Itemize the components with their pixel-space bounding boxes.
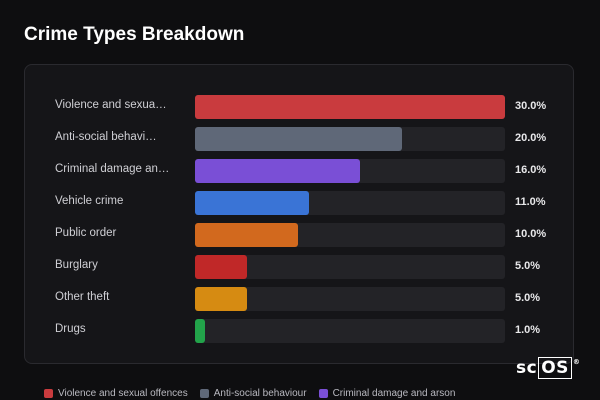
- bar-track: [195, 223, 505, 247]
- bar-label: Burglary: [55, 259, 98, 271]
- logo-prefix: sc: [516, 358, 538, 378]
- bar-track: [195, 127, 505, 151]
- bar-row: Vehicle crime 11.0%: [25, 191, 573, 215]
- bar-row: Criminal damage an… 16.0%: [25, 159, 573, 183]
- bar-value-label: 30.0%: [515, 100, 547, 112]
- bar-value-label: 20.0%: [515, 132, 547, 144]
- bar: [195, 95, 505, 119]
- bar-row: Burglary 5.0%: [25, 255, 573, 279]
- legend-label: Anti-social behaviour: [213, 387, 307, 399]
- bar-value-label: 10.0%: [515, 228, 547, 240]
- legend-label: Criminal damage and arson: [332, 387, 456, 399]
- bar-row: Anti-social behavi… 20.0%: [25, 127, 573, 151]
- bar-label: Drugs: [55, 323, 86, 335]
- brand-logo: sc OS ®: [516, 357, 581, 379]
- bar-value-label: 5.0%: [515, 292, 541, 304]
- bar-row: Public order 10.0%: [25, 223, 573, 247]
- legend-item[interactable]: Violence and sexual offences: [44, 386, 188, 400]
- page-title: Crime Types Breakdown: [24, 24, 245, 45]
- bar-value-label: 16.0%: [515, 164, 547, 176]
- bar: [195, 191, 309, 215]
- bar-row: Drugs 1.0%: [25, 319, 573, 343]
- bar-label: Vehicle crime: [55, 195, 124, 207]
- bar-track: [195, 95, 505, 119]
- chart-legend: Violence and sexual offences Anti-social …: [44, 386, 455, 400]
- legend-swatch: [44, 388, 53, 398]
- bar-value-label: 5.0%: [515, 260, 541, 272]
- bar: [195, 223, 299, 247]
- bar-row: Violence and sexua… 30.0%: [25, 95, 573, 119]
- bar-label: Anti-social behavi…: [55, 131, 157, 143]
- bar-label: Violence and sexua…: [55, 99, 167, 111]
- bar-track: [195, 255, 505, 279]
- bar-track: [195, 159, 505, 183]
- legend-item[interactable]: Anti-social behaviour: [199, 386, 307, 400]
- legend-swatch: [199, 388, 209, 398]
- bar: [195, 255, 247, 279]
- bar-value-label: 1.0%: [515, 324, 541, 336]
- bar: [195, 159, 361, 183]
- legend-item[interactable]: Criminal damage and arson: [318, 386, 456, 400]
- legend-label: Violence and sexual offences: [58, 387, 188, 399]
- bar-label: Public order: [55, 227, 117, 239]
- bar-row: Other theft 5.0%: [25, 287, 573, 311]
- bar-label: Criminal damage an…: [55, 163, 170, 175]
- bar-label: Other theft: [55, 291, 110, 303]
- bar: [195, 127, 402, 151]
- logo-mark: ®: [572, 358, 581, 366]
- bar-track: [195, 287, 505, 311]
- bar: [195, 287, 247, 311]
- chart-card: Violence and sexua… 30.0% Anti-social beha…: [24, 64, 574, 364]
- logo-boxed: OS: [538, 357, 572, 379]
- legend-swatch: [318, 388, 328, 398]
- bar-track: [195, 191, 505, 215]
- bar-track: [195, 319, 505, 343]
- bar: [195, 319, 206, 343]
- bar-value-label: 11.0%: [515, 196, 546, 208]
